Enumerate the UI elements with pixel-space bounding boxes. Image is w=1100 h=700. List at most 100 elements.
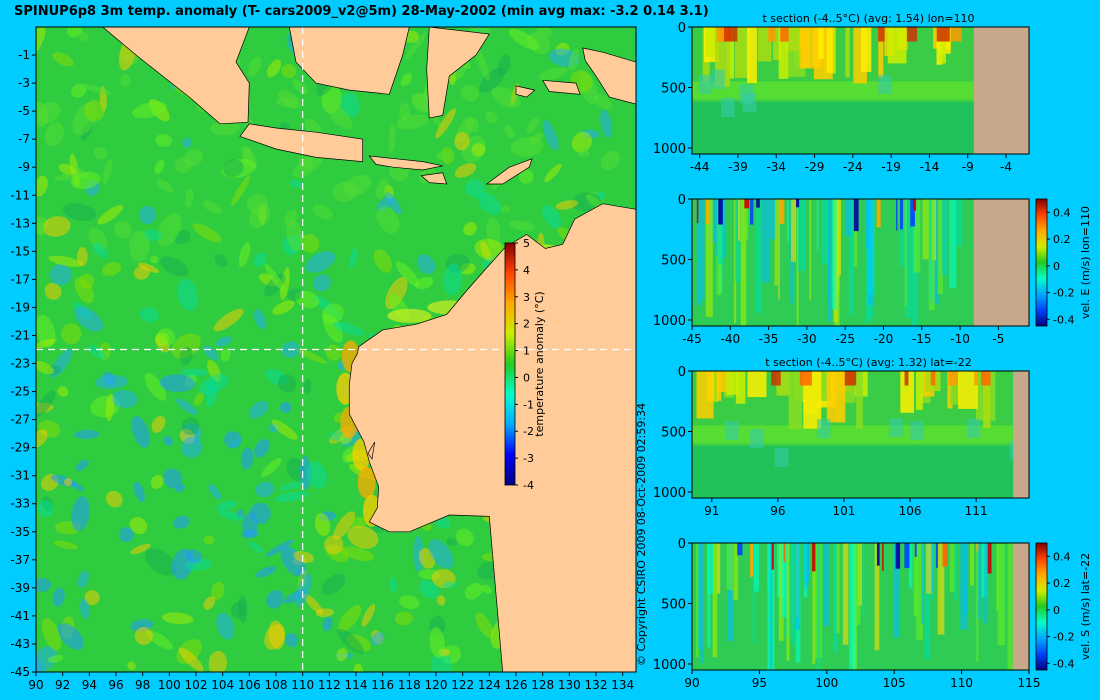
velocity-column: [696, 543, 699, 657]
strong-current: [876, 199, 881, 228]
eddy-patch: [150, 475, 164, 489]
eddy-patch: [253, 252, 267, 267]
map-y-tick-label: -37: [10, 553, 30, 567]
eddy-patch: [518, 169, 534, 184]
eddy-patch: [272, 300, 295, 315]
eddy-patch: [71, 84, 87, 98]
velocity-column: [926, 543, 932, 594]
eddy-patch: [295, 290, 320, 309]
tsec_lon-x-tick-label: -39: [728, 160, 748, 174]
velocity-column: [928, 199, 935, 311]
velocity-column: [738, 199, 741, 241]
eddy-patch: [508, 28, 540, 50]
warm-column: [747, 371, 767, 398]
eddy-patch: [542, 205, 562, 229]
eddy-patch: [48, 255, 83, 267]
eddy-patch: [41, 617, 62, 651]
velocity-column: [904, 199, 907, 307]
map-y-tick-label: -17: [10, 272, 30, 286]
eddy-patch: [485, 111, 498, 124]
eddy-patch: [396, 261, 420, 287]
eddy-patch: [600, 150, 620, 171]
eddy-patch: [178, 647, 204, 672]
eddy-patch: [400, 73, 412, 87]
eddy-patch: [146, 630, 174, 650]
cool-patch: [816, 419, 831, 439]
eddy-patch: [454, 163, 477, 178]
velocity-column: [960, 543, 968, 630]
eddy-patch: [53, 540, 78, 550]
eddy-patch: [314, 512, 331, 537]
eddy-patch: [205, 379, 218, 408]
eddy-patch: [68, 480, 85, 492]
eddy-patch: [471, 143, 486, 157]
eddy-patch: [203, 535, 215, 545]
map-x-tick-label: 106: [238, 678, 261, 692]
eddy-patch: [266, 590, 284, 609]
eddy-patch: [210, 120, 240, 136]
vsec_lat-colorbar-tick-label: -0.2: [1053, 631, 1074, 644]
eddy-patch: [312, 204, 333, 220]
velocity-column: [809, 199, 812, 301]
eddy-patch: [300, 234, 320, 253]
eddy-patch: [74, 306, 104, 332]
eddy-patch: [150, 255, 159, 264]
vsec_lat-colorbar-tick-label: 0.2: [1053, 577, 1071, 590]
strong-current: [696, 199, 699, 224]
map-x-tick-label: 112: [318, 678, 341, 692]
eddy-patch: [242, 512, 258, 537]
eddy-patch: [376, 206, 400, 234]
eddy-patch: [295, 573, 312, 607]
tsec_lon-frame: [691, 26, 1030, 155]
eddy-patch: [428, 539, 454, 569]
strong-current: [912, 199, 917, 211]
eddy-patch: [597, 191, 606, 200]
eddy-patch: [265, 539, 294, 557]
velocity-column: [942, 199, 945, 275]
eddy-patch: [36, 578, 51, 592]
velocity-column: [848, 199, 854, 316]
eddy-patch: [181, 417, 200, 436]
tsec_lon-y-tick-label: 1000: [653, 142, 686, 157]
eddy-patch: [322, 616, 333, 632]
hot-column: [974, 371, 979, 386]
eddy-patch: [64, 478, 73, 487]
eddy-patch: [192, 223, 222, 243]
eddy-patch: [350, 516, 368, 529]
cool-patch: [910, 421, 924, 441]
map-colorbar-tick-label: -4: [523, 479, 534, 492]
velocity-column: [762, 199, 769, 283]
velocity-column: [929, 199, 932, 300]
map-x-tick-label: 100: [158, 678, 181, 692]
cool-patch: [721, 97, 735, 117]
sumba-land: [420, 172, 448, 185]
eddy-patch: [236, 509, 245, 519]
velocity-column: [848, 543, 857, 670]
velocity-column: [701, 199, 705, 300]
velocity-column: [908, 543, 913, 589]
map-y-tick-label: -35: [10, 525, 30, 539]
warm-column: [947, 371, 953, 409]
map-colorbar-tick-label: -3: [523, 452, 534, 465]
warm-column: [747, 27, 757, 84]
vsec_lon-x-tick-label: -35: [759, 332, 779, 346]
eddy-patch: [114, 220, 132, 239]
tsec_lon-x-tick-label: -24: [843, 160, 863, 174]
eddy-patch: [216, 612, 235, 640]
eddy-patch: [411, 93, 432, 113]
eddy-patch: [57, 623, 84, 650]
eddy-patch: [508, 220, 536, 231]
velocity-column: [996, 543, 1000, 611]
velocity-column: [816, 199, 819, 251]
eddy-patch: [240, 447, 254, 470]
cool-patch: [739, 84, 753, 104]
velocity-column: [705, 199, 713, 317]
eddy-patch: [151, 415, 166, 433]
velocity-column: [696, 199, 702, 306]
strong-current: [756, 199, 760, 208]
hot-column: [904, 371, 909, 386]
eddy-patch: [510, 136, 544, 157]
eddy-patch: [61, 323, 82, 345]
eddy-patch: [203, 596, 216, 610]
cool-patch: [889, 418, 903, 438]
